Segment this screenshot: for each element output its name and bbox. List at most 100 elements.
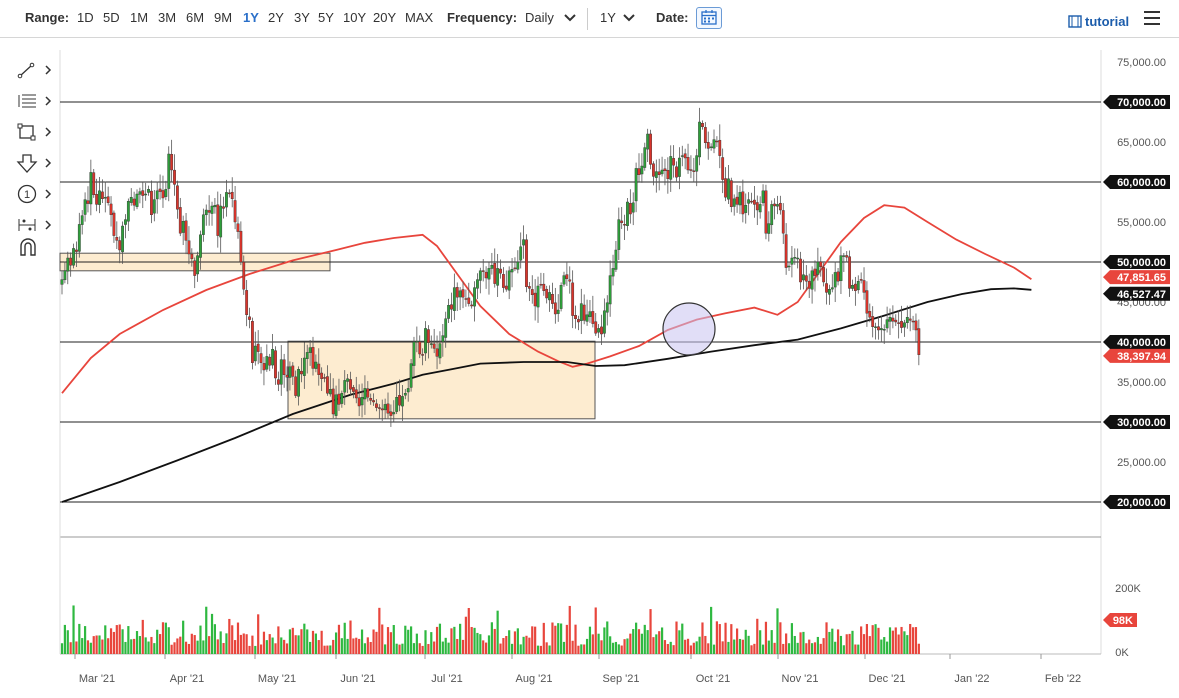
volume-bar — [285, 643, 289, 654]
volume-bar — [623, 639, 626, 654]
volume-bar — [865, 624, 869, 654]
candle-up — [626, 201, 629, 226]
range-button-6m[interactable]: 6M — [186, 10, 205, 25]
volume-bar — [130, 639, 133, 654]
volume-bar — [522, 636, 525, 654]
range-button-1d[interactable]: 1D — [77, 10, 94, 25]
range-button-3m[interactable]: 3M — [158, 10, 177, 25]
candle-down — [683, 153, 687, 159]
volume-bar — [254, 645, 257, 654]
volume-bar — [228, 618, 231, 654]
candle-up — [579, 303, 583, 321]
range-button-9m[interactable]: 9M — [214, 10, 233, 25]
volume-bar — [721, 641, 724, 654]
candle-up — [409, 363, 413, 388]
volume-bar — [811, 643, 814, 654]
candle-down — [819, 261, 823, 267]
volume-bar — [190, 633, 193, 654]
calendar-button[interactable] — [696, 7, 722, 29]
period-select[interactable]: 1Y — [600, 10, 616, 25]
magnet-icon[interactable] — [17, 235, 41, 259]
candle-up — [103, 196, 107, 199]
volume-bar — [438, 623, 442, 654]
volume-bar — [773, 642, 776, 654]
candle-up — [608, 275, 612, 305]
candle-up — [383, 404, 387, 411]
candle-down — [574, 315, 577, 320]
candle-up — [155, 190, 159, 200]
candle-up — [302, 357, 306, 376]
candle-down — [649, 133, 652, 165]
range-button-1m[interactable]: 1M — [130, 10, 149, 25]
volume-bar — [508, 630, 511, 654]
volume-bar — [710, 606, 713, 654]
range-button-10y[interactable]: 10Y — [343, 10, 367, 25]
range-button-5d[interactable]: 5D — [103, 10, 120, 25]
candle-up — [441, 335, 445, 342]
candle-up — [346, 378, 350, 382]
volume-bar — [311, 630, 315, 654]
candle-down — [86, 200, 90, 204]
candle-down — [435, 348, 439, 357]
candle-up — [415, 341, 419, 343]
frequency-select[interactable]: Daily — [525, 10, 554, 25]
candle-down — [351, 387, 355, 392]
candle-up — [144, 193, 148, 196]
volume-bar — [407, 629, 410, 654]
candle-down — [100, 191, 104, 200]
range-button-3y[interactable]: 3Y — [294, 10, 310, 25]
volume-bar — [375, 631, 378, 654]
candle-up — [83, 199, 87, 215]
range-button-max[interactable]: MAX — [405, 10, 434, 25]
tutorial-link[interactable]: tutorial — [1085, 14, 1130, 29]
volume-bar — [510, 643, 514, 654]
chevron-down-icon[interactable] — [623, 12, 635, 22]
candle-down — [672, 158, 676, 166]
candle-down — [245, 290, 249, 316]
volume-bar — [158, 634, 162, 654]
time-axis: Mar '21 Apr '21 May '21 Jun '21 Jul '21 Aug '… — [74, 654, 1081, 685]
volume-bar — [467, 608, 470, 654]
volume-bar — [283, 639, 286, 654]
chevron-down-icon[interactable] — [564, 12, 576, 22]
volume-bar — [860, 626, 863, 654]
range-button-20y[interactable]: 20Y — [373, 10, 397, 25]
volume-bar — [118, 624, 121, 654]
volume-bar — [557, 623, 560, 654]
volume-bar — [842, 645, 845, 654]
candle-down — [222, 206, 225, 209]
volume-bar — [686, 638, 690, 654]
film-icon[interactable] — [1068, 15, 1082, 28]
volume-bar — [170, 644, 173, 654]
volume-bar — [121, 629, 124, 654]
volume-bar — [554, 625, 557, 654]
volume-bar — [280, 637, 283, 654]
volume-bar — [473, 627, 476, 654]
candle-up — [406, 388, 410, 393]
candle-up — [646, 133, 650, 150]
volume-bar — [851, 630, 854, 654]
volume-bar — [314, 633, 317, 654]
candle-up — [340, 393, 344, 404]
menu-icon[interactable] — [1144, 11, 1160, 25]
candle-down — [311, 347, 315, 369]
volume-bar — [689, 645, 693, 654]
candle-up — [522, 239, 526, 246]
volume-bar — [545, 642, 548, 654]
volume-bar — [698, 636, 701, 654]
range-button-1y[interactable]: 1Y — [243, 10, 259, 25]
volume-bar — [649, 609, 652, 654]
y-tick-label: 35,000.00 — [1117, 377, 1166, 389]
annotation-circle — [662, 302, 716, 356]
volume-bar — [150, 636, 153, 654]
volume-bar — [785, 633, 788, 654]
candle-down — [461, 289, 465, 298]
candle-up — [444, 318, 448, 338]
candle-up — [60, 279, 64, 285]
volume-bar — [487, 635, 491, 654]
ma50-tag: 47,851.65 — [1103, 270, 1170, 285]
range-button-5y[interactable]: 5Y — [318, 10, 334, 25]
range-button-2y[interactable]: 2Y — [268, 10, 284, 25]
volume-bar — [562, 641, 566, 654]
